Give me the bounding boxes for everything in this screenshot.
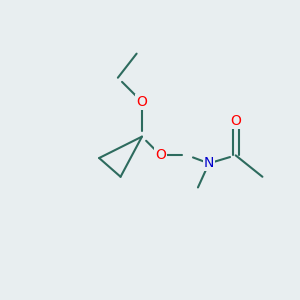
Text: O: O [230,114,241,128]
Text: O: O [155,148,166,162]
Text: N: N [204,156,214,170]
Text: O: O [136,95,147,109]
